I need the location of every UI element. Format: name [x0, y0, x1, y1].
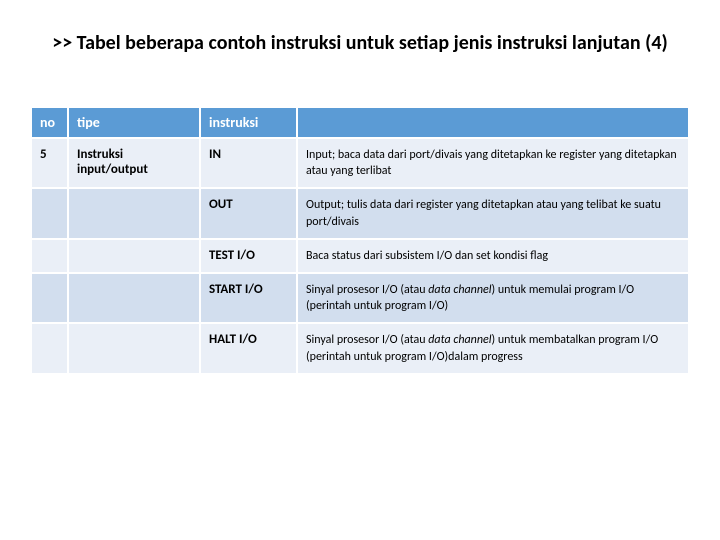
cell-desc: Sinyal prosesor I/O (atau data channel) …: [298, 274, 688, 322]
header-tipe: tipe: [69, 108, 199, 137]
cell-instr: IN: [201, 139, 296, 187]
header-desc: [298, 108, 688, 137]
cell-desc: Input; baca data dari port/divais yang d…: [298, 139, 688, 187]
cell-instr: HALT I/O: [201, 324, 296, 372]
cell-desc: Baca status dari subsistem I/O dan set k…: [298, 240, 688, 272]
cell-desc: Output; tulis data dari register yang di…: [298, 189, 688, 237]
cell-tipe: [69, 274, 199, 322]
instruction-table: no tipe instruksi 5 Instruksi input/outp…: [30, 106, 690, 375]
table-row: OUT Output; tulis data dari register yan…: [32, 189, 688, 237]
cell-tipe: [69, 324, 199, 372]
table-row: HALT I/O Sinyal prosesor I/O (atau data …: [32, 324, 688, 372]
cell-no: 5: [32, 139, 67, 187]
cell-tipe: Instruksi input/output: [69, 139, 199, 187]
cell-instr: START I/O: [201, 274, 296, 322]
cell-no: [32, 240, 67, 272]
table-row: 5 Instruksi input/output IN Input; baca …: [32, 139, 688, 187]
slide-title: >> Tabel beberapa contoh instruksi untuk…: [30, 30, 690, 56]
cell-no: [32, 189, 67, 237]
header-instruksi: instruksi: [201, 108, 296, 137]
cell-no: [32, 324, 67, 372]
table-row: START I/O Sinyal prosesor I/O (atau data…: [32, 274, 688, 322]
cell-instr: TEST I/O: [201, 240, 296, 272]
cell-instr: OUT: [201, 189, 296, 237]
cell-tipe: [69, 240, 199, 272]
cell-no: [32, 274, 67, 322]
cell-desc: Sinyal prosesor I/O (atau data channel) …: [298, 324, 688, 372]
cell-tipe: [69, 189, 199, 237]
table-row: TEST I/O Baca status dari subsistem I/O …: [32, 240, 688, 272]
table-header-row: no tipe instruksi: [32, 108, 688, 137]
header-no: no: [32, 108, 67, 137]
